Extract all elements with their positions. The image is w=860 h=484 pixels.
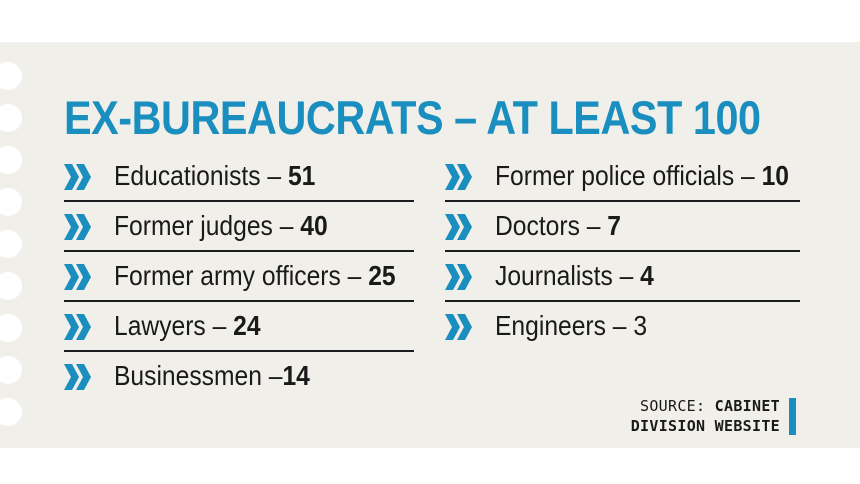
item-label-engineers: Engineers – 3 [495, 310, 648, 341]
source-line2: DIVISION WEBSITE [630, 417, 780, 435]
item-label-doctors: Doctors – 7 [495, 210, 622, 241]
notebook-hole [0, 272, 22, 300]
notebook-hole [0, 146, 22, 174]
item-count: 51 [287, 160, 316, 191]
item-label-businessmen: Businessmen –14 [114, 360, 310, 391]
item-label-lawyers: Lawyers – 24 [114, 310, 261, 341]
notebook-hole [0, 314, 22, 342]
left-list: Educationists – 51 Former judges – 40 Fo… [64, 152, 414, 402]
item-label-former-judges: Former judges – 40 [114, 210, 328, 241]
double-chevron-right-icon [445, 164, 472, 190]
double-chevron-right-icon [445, 214, 472, 240]
notebook-hole [0, 398, 22, 426]
list-item: Former police officials – 10 [445, 152, 800, 202]
source-prefix: SOURCE: [640, 397, 706, 415]
item-count: 40 [300, 210, 328, 241]
list-item: Former army officers – 25 [64, 252, 414, 302]
page-title: EX-BUREAUCRATS – AT LEAST 100 [64, 91, 761, 144]
item-label-former-army-officers: Former army officers – 25 [114, 260, 396, 291]
item-count: 10 [761, 160, 790, 191]
double-chevron-right-icon [445, 264, 472, 290]
list-item: Businessmen –14 [64, 352, 414, 402]
double-chevron-right-icon [445, 314, 472, 340]
item-count: 25 [368, 260, 396, 291]
item-count: 24 [233, 310, 261, 341]
double-chevron-right-icon [64, 214, 91, 240]
notebook-hole [0, 62, 22, 90]
source-line1: CABINET [714, 397, 780, 415]
list-item: Doctors – 7 [445, 202, 800, 252]
double-chevron-right-icon [64, 314, 91, 340]
list-item: Educationists – 51 [64, 152, 414, 202]
item-count: 4 [640, 260, 654, 291]
list-item: Lawyers – 24 [64, 302, 414, 352]
item-count: 3 [633, 310, 648, 341]
list-item: Journalists – 4 [445, 252, 800, 302]
notebook-hole [0, 188, 22, 216]
right-list: Former police officials – 10 Doctors – 7… [445, 152, 800, 352]
infographic-card: EX-BUREAUCRATS – AT LEAST 100 Educationi… [0, 42, 860, 448]
notebook-hole [0, 230, 22, 258]
double-chevron-right-icon [64, 164, 91, 190]
item-label-former-police-officials: Former police officials – 10 [495, 160, 790, 191]
item-label-educationists: Educationists – 51 [114, 160, 316, 191]
notebook-hole [0, 104, 22, 132]
notebook-hole [0, 356, 22, 384]
item-count: 7 [607, 210, 622, 241]
source-accent-bar [789, 398, 796, 435]
double-chevron-right-icon [64, 364, 91, 390]
list-item: Former judges – 40 [64, 202, 414, 252]
list-item: Engineers – 3 [445, 302, 800, 352]
source-credit: SOURCE: CABINET DIVISION WEBSITE [631, 396, 780, 436]
item-count: 14 [282, 360, 310, 391]
item-label-journalists: Journalists – 4 [495, 260, 654, 291]
double-chevron-right-icon [64, 264, 91, 290]
